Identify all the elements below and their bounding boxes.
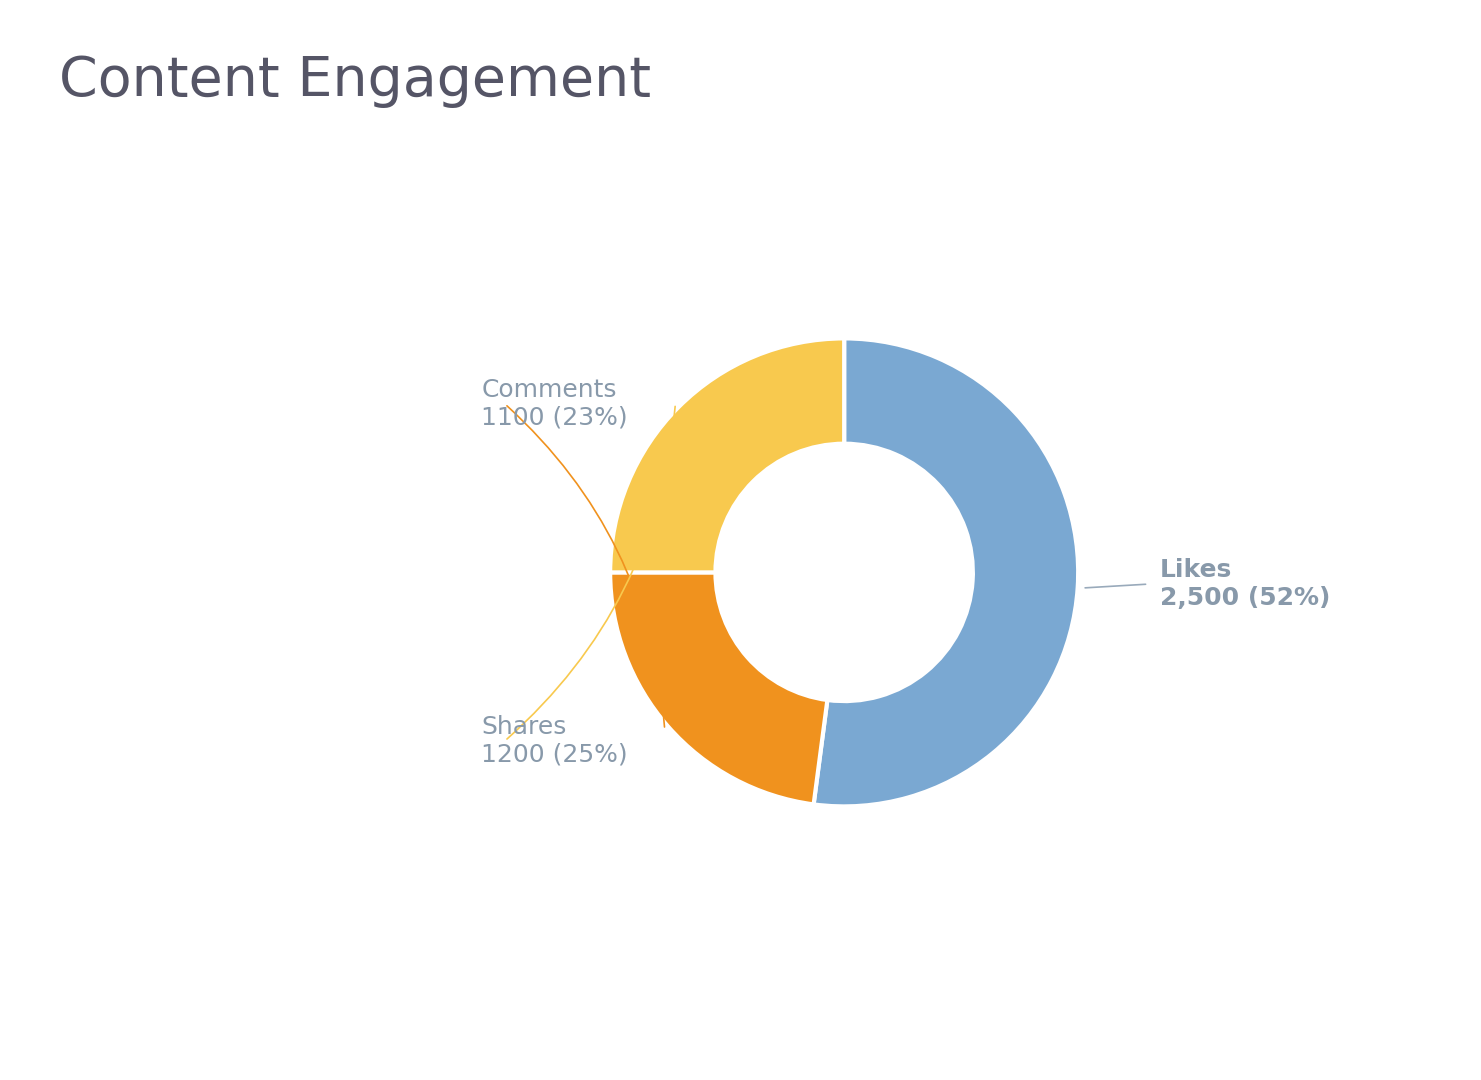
Wedge shape xyxy=(813,338,1078,807)
Text: Likes
2,500 (52%): Likes 2,500 (52%) xyxy=(1160,558,1330,610)
Text: Comments
1100 (23%): Comments 1100 (23%) xyxy=(481,378,628,430)
Text: Shares
1200 (25%): Shares 1200 (25%) xyxy=(481,715,628,767)
Wedge shape xyxy=(610,572,828,805)
Text: Content Engagement: Content Engagement xyxy=(59,54,652,108)
Wedge shape xyxy=(610,338,844,572)
